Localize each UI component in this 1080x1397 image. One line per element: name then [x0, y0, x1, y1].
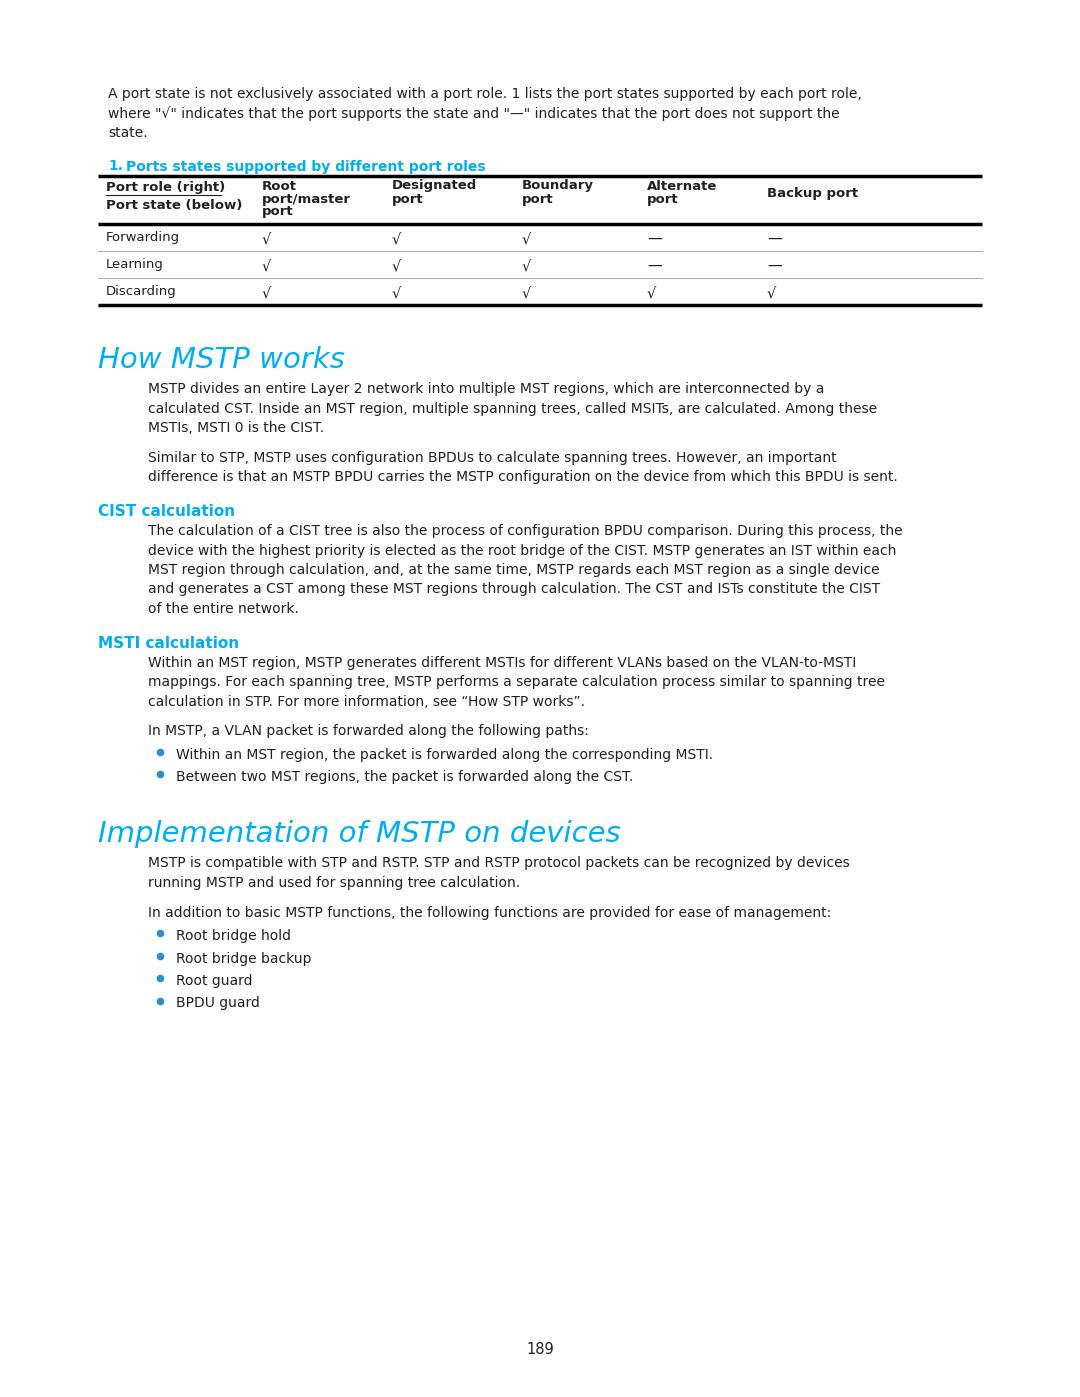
Text: device with the highest priority is elected as the root bridge of the CIST. MSTP: device with the highest priority is elec…: [148, 543, 896, 557]
Text: √: √: [262, 258, 271, 272]
Text: —: —: [767, 258, 782, 272]
Text: Between two MST regions, the packet is forwarded along the CST.: Between two MST regions, the packet is f…: [176, 770, 633, 784]
Text: A port state is not exclusively associated with a port role. 1 lists the port st: A port state is not exclusively associat…: [108, 87, 862, 101]
Text: Root bridge hold: Root bridge hold: [176, 929, 291, 943]
Text: state.: state.: [108, 126, 148, 140]
Text: Root: Root: [262, 179, 297, 193]
Text: where "√" indicates that the port supports the state and "—" indicates that the : where "√" indicates that the port suppor…: [108, 106, 839, 122]
Text: MSTP divides an entire Layer 2 network into multiple MST regions, which are inte: MSTP divides an entire Layer 2 network i…: [148, 383, 824, 397]
Text: Root guard: Root guard: [176, 974, 253, 988]
Text: √: √: [522, 231, 531, 246]
Text: 1.: 1.: [108, 159, 123, 173]
Text: calculated CST. Inside an MST region, multiple spanning trees, called MSITs, are: calculated CST. Inside an MST region, mu…: [148, 402, 877, 416]
Text: CIST calculation: CIST calculation: [98, 504, 235, 520]
Text: How MSTP works: How MSTP works: [98, 346, 345, 374]
Text: √: √: [767, 285, 777, 300]
Text: Boundary: Boundary: [522, 179, 594, 193]
Text: and generates a CST among these MST regions through calculation. The CST and IST: and generates a CST among these MST regi…: [148, 583, 880, 597]
Text: √: √: [522, 285, 531, 300]
Text: of the entire network.: of the entire network.: [148, 602, 299, 616]
Text: —: —: [767, 231, 782, 246]
Text: Backup port: Backup port: [767, 187, 859, 201]
Text: Designated: Designated: [392, 179, 477, 193]
Text: Within an MST region, MSTP generates different MSTIs for different VLANs based o: Within an MST region, MSTP generates dif…: [148, 655, 856, 669]
Text: Discarding: Discarding: [106, 285, 177, 298]
Text: MSTIs, MSTI 0 is the CIST.: MSTIs, MSTI 0 is the CIST.: [148, 422, 324, 436]
Text: Forwarding: Forwarding: [106, 231, 180, 244]
Text: Implementation of MSTP on devices: Implementation of MSTP on devices: [98, 820, 621, 848]
Text: port/master: port/master: [262, 193, 351, 205]
Text: Port state (below): Port state (below): [106, 200, 242, 212]
Text: Ports states supported by different port roles: Ports states supported by different port…: [126, 159, 486, 173]
Text: Learning: Learning: [106, 258, 164, 271]
Text: In MSTP, a VLAN packet is forwarded along the following paths:: In MSTP, a VLAN packet is forwarded alon…: [148, 724, 589, 738]
Text: √: √: [262, 285, 271, 300]
Text: running MSTP and used for spanning tree calculation.: running MSTP and used for spanning tree …: [148, 876, 521, 890]
Text: difference is that an MSTP BPDU carries the MSTP configuration on the device fro: difference is that an MSTP BPDU carries …: [148, 471, 897, 485]
Text: √: √: [647, 285, 657, 300]
Text: Within an MST region, the packet is forwarded along the corresponding MSTI.: Within an MST region, the packet is forw…: [176, 747, 713, 761]
Text: mappings. For each spanning tree, MSTP performs a separate calculation process s: mappings. For each spanning tree, MSTP p…: [148, 675, 885, 689]
Text: MST region through calculation, and, at the same time, MSTP regards each MST reg: MST region through calculation, and, at …: [148, 563, 879, 577]
Text: Root bridge backup: Root bridge backup: [176, 951, 311, 965]
Text: —: —: [647, 231, 662, 246]
Text: MSTI calculation: MSTI calculation: [98, 636, 239, 651]
Text: 189: 189: [526, 1343, 554, 1356]
Text: Port role (right): Port role (right): [106, 182, 226, 194]
Text: Similar to STP, MSTP uses configuration BPDUs to calculate spanning trees. Howev: Similar to STP, MSTP uses configuration …: [148, 451, 837, 465]
Text: √: √: [522, 258, 531, 272]
Text: Alternate: Alternate: [647, 179, 717, 193]
Text: port: port: [262, 205, 294, 218]
Text: √: √: [262, 231, 271, 246]
Text: —: —: [647, 258, 662, 272]
Text: port: port: [392, 193, 423, 205]
Text: √: √: [392, 231, 402, 246]
Text: port: port: [522, 193, 554, 205]
Text: calculation in STP. For more information, see “How STP works”.: calculation in STP. For more information…: [148, 694, 585, 708]
Text: √: √: [392, 258, 402, 272]
Text: The calculation of a CIST tree is also the process of configuration BPDU compari: The calculation of a CIST tree is also t…: [148, 524, 903, 538]
Text: In addition to basic MSTP functions, the following functions are provided for ea: In addition to basic MSTP functions, the…: [148, 905, 832, 919]
Text: BPDU guard: BPDU guard: [176, 996, 260, 1010]
Text: √: √: [392, 285, 402, 300]
Text: port: port: [647, 193, 678, 205]
Text: MSTP is compatible with STP and RSTP. STP and RSTP protocol packets can be recog: MSTP is compatible with STP and RSTP. ST…: [148, 856, 850, 870]
